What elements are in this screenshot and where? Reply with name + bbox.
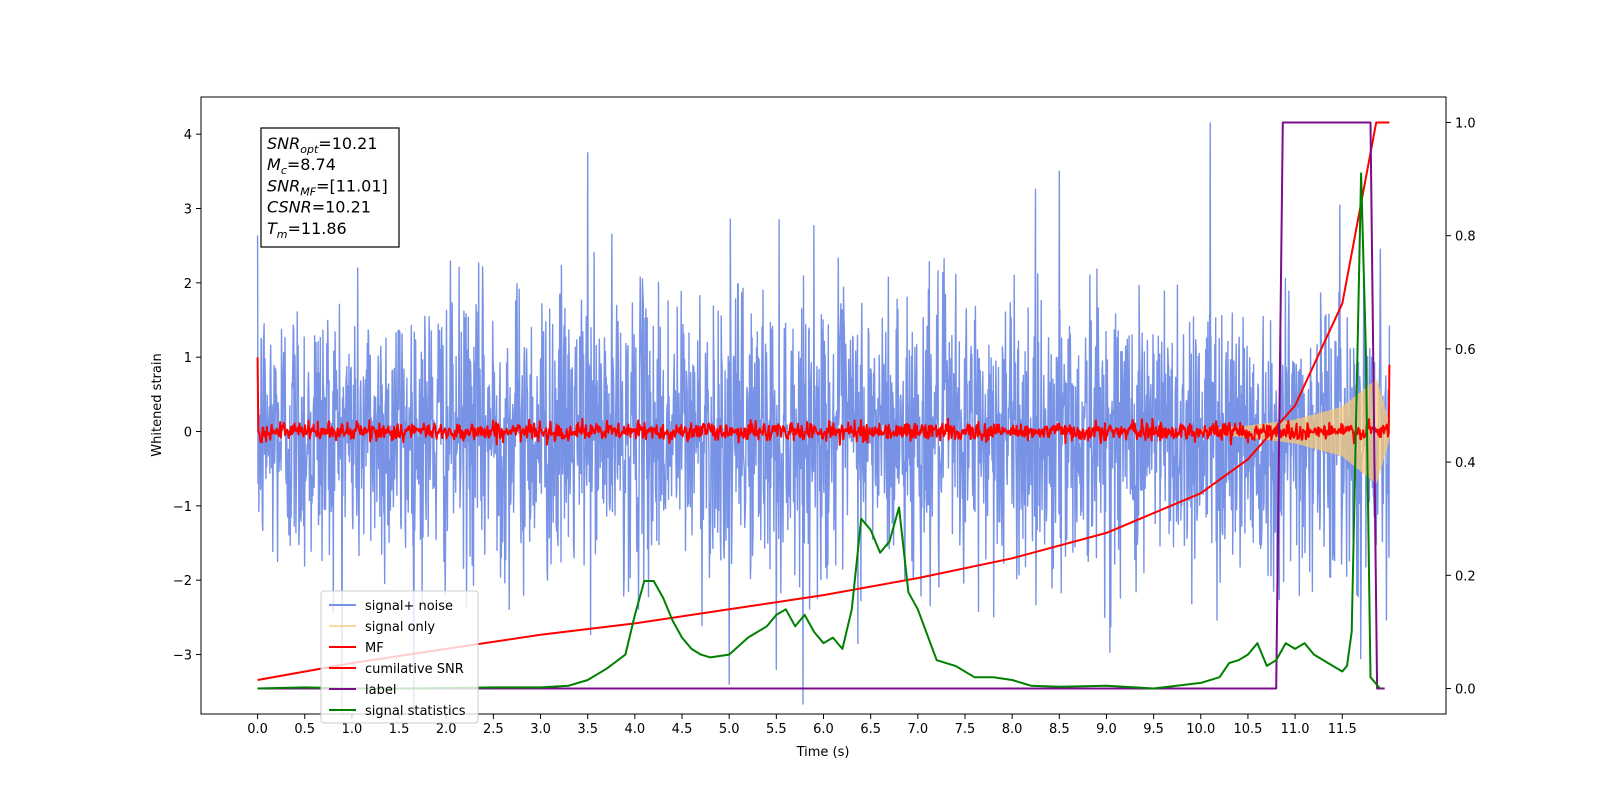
x-tick-label: 1.5 (389, 722, 410, 737)
y-tick-label: −1 (173, 500, 192, 515)
x-tick-label: 10.5 (1233, 722, 1262, 737)
annotation-line: Tm=11.86 (267, 219, 347, 241)
annotation-subscript: MF (300, 185, 316, 198)
x-tick-label: 6.5 (860, 722, 881, 737)
y-tick-label: 1 (184, 351, 192, 366)
annotation-frame (260, 127, 400, 248)
legend: signal+ noise signal only MF cumilative SNR… (320, 590, 479, 724)
legend-item: signal statistics (329, 704, 466, 719)
legend-item: label (329, 683, 396, 698)
legend-item: signal+ noise (329, 599, 453, 614)
legend-frame (320, 590, 479, 724)
annotation-box: SNRopt=10.21Mc=8.74SNRMF=[11.01]CSNR=10.… (260, 127, 400, 248)
y2-tick-label: 1.0 (1455, 116, 1476, 131)
legend-label: MF (365, 641, 384, 656)
annotation-subscript: m (277, 228, 288, 241)
x-tick-label: 1.0 (342, 722, 363, 737)
x-axis-title: Time (s) (796, 745, 850, 760)
legend-label: label (365, 683, 396, 698)
x-tick-label: 2.0 (436, 722, 457, 737)
x-tick-label: 4.5 (672, 722, 693, 737)
legend-label: signal+ noise (365, 599, 453, 614)
x-tick-label: 0.5 (294, 722, 315, 737)
legend-item: cumilative SNR (329, 662, 464, 677)
series-mf (256, 357, 1391, 446)
y2-tick-label: 0.6 (1455, 343, 1476, 358)
y2-tick-label: 0.0 (1455, 683, 1476, 698)
x-tick-label: 4.0 (625, 722, 646, 737)
annotation-symbol: T (267, 219, 278, 238)
y-tick-label: −2 (173, 574, 192, 589)
y-axis-title: Whitened strain (150, 353, 165, 456)
y2-tick-label: 0.4 (1455, 456, 1476, 471)
y-tick-label: 4 (184, 128, 192, 143)
annotation-symbol: SNR (267, 134, 300, 153)
legend-item: signal only (329, 620, 435, 635)
annotation-line: SNRopt=10.21 (267, 134, 378, 156)
series-cumilative-snr (257, 121, 1390, 681)
annotation-subscript: opt (300, 143, 319, 156)
y-tick-label: 3 (184, 203, 192, 218)
x-tick-label: 3.5 (577, 722, 598, 737)
series-layer (256, 121, 1391, 714)
annotation-symbol: M (267, 155, 281, 174)
annotation-line: CSNR=10.21 (267, 198, 371, 217)
x-tick-label: 11.0 (1281, 722, 1310, 737)
annotation-symbol: SNR (267, 176, 300, 195)
annotation-line: SNRMF=[11.01] (267, 176, 388, 198)
annotation-value: =10.21 (318, 134, 377, 153)
x-tick-label: 5.0 (719, 722, 740, 737)
legend-label: signal only (365, 620, 435, 635)
x-tick-label: 9.0 (1096, 722, 1117, 737)
y-tick-label: 2 (184, 277, 192, 292)
annotation-subscript: c (281, 164, 287, 177)
x-tick-label: 6.0 (813, 722, 834, 737)
x-axis: 0.0 0.5 1.0 1.5 2.0 2.5 3.0 3.5 4.0 4.5 5.0 5.5 6.0 6… (247, 714, 1357, 737)
annotation-symbol: CSNR (267, 198, 312, 217)
series-label (257, 121, 1385, 690)
annotation-value: =10.21 (312, 198, 371, 217)
x-tick-label: 8.5 (1049, 722, 1070, 737)
annotation-value: =11.86 (288, 219, 347, 238)
annotation-value: =8.74 (287, 155, 336, 174)
series-signal-noise (256, 122, 1391, 714)
y-tick-label: −3 (173, 649, 192, 664)
x-tick-label: 0.0 (247, 722, 268, 737)
y-axis-left: −3 −2 −1 0 1 2 3 4 (173, 128, 201, 664)
y-axis-right: 0.0 0.2 0.4 0.6 0.8 1.0 (1446, 116, 1476, 698)
x-tick-label: 8.0 (1002, 722, 1023, 737)
series-signal-statistics (257, 172, 1381, 690)
x-tick-label: 2.5 (483, 722, 504, 737)
legend-label: cumilative SNR (365, 662, 464, 677)
y-tick-label: 0 (184, 426, 192, 441)
x-tick-label: 9.5 (1143, 722, 1164, 737)
y2-tick-label: 0.2 (1455, 569, 1476, 584)
y2-tick-label: 0.8 (1455, 230, 1476, 245)
annotation-value: =[11.01] (316, 176, 388, 195)
legend-label: signal statistics (365, 704, 466, 719)
annotation-line: Mc=8.74 (267, 155, 336, 177)
x-tick-label: 3.0 (530, 722, 551, 737)
x-tick-label: 7.0 (907, 722, 928, 737)
x-tick-label: 10.0 (1186, 722, 1215, 737)
x-tick-label: 11.5 (1328, 722, 1357, 737)
x-tick-label: 5.5 (766, 722, 787, 737)
x-tick-label: 7.5 (955, 722, 976, 737)
legend-item: MF (329, 641, 384, 656)
